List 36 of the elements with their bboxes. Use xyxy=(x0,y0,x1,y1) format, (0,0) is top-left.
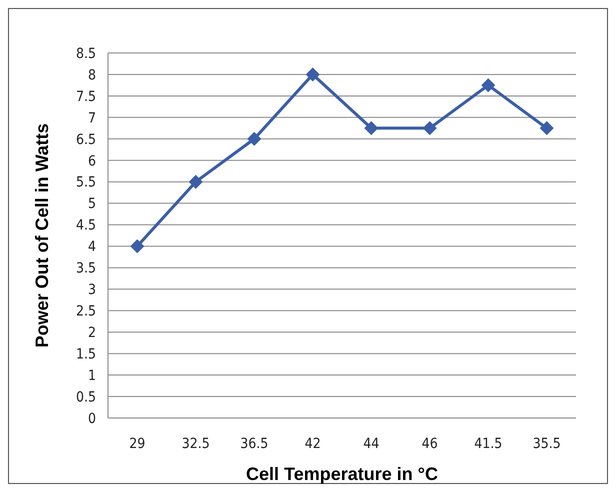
point xyxy=(130,239,144,254)
y-tick-label: 0 xyxy=(88,410,96,427)
y-tick-label: 2.5 xyxy=(76,304,96,320)
point xyxy=(481,78,496,92)
y-axis-title: Power Out of Cell in Watts xyxy=(32,123,52,348)
y-tick-label: 6.5 xyxy=(76,132,96,148)
y-tick-label: 7.5 xyxy=(76,88,96,105)
x-axis-title: Cell Temperature in °C xyxy=(246,464,438,484)
point xyxy=(247,132,262,146)
y-tick-label: 8.5 xyxy=(76,46,96,62)
x-tick-label: 41.5 xyxy=(474,436,502,452)
x-tick-label: 35.5 xyxy=(532,436,561,452)
y-tick-label: 0.5 xyxy=(76,389,96,406)
y-tick-label: 6 xyxy=(88,153,96,170)
x-tick-label: 42 xyxy=(304,436,321,452)
x-tick-label: 29 xyxy=(129,436,146,452)
y-tick-label: 7 xyxy=(88,110,96,126)
y-tick-label: 5 xyxy=(88,196,96,212)
y-tick-label: 1 xyxy=(88,368,96,384)
y-tick-label: 3.5 xyxy=(76,260,96,277)
point xyxy=(364,121,378,136)
x-tick-label: 46 xyxy=(422,436,438,452)
y-tick-label: 5.5 xyxy=(76,174,96,191)
point xyxy=(422,121,437,136)
y-tick-label: 2 xyxy=(88,325,96,342)
x-tick-label: 36.5 xyxy=(240,436,268,452)
y-tick-label: 4.5 xyxy=(76,218,96,234)
y-tick-label: 4 xyxy=(88,239,96,256)
point xyxy=(540,121,554,136)
point xyxy=(306,67,320,82)
y-tick-label: 1.5 xyxy=(76,346,96,362)
y-tick-label: 3 xyxy=(88,282,96,298)
x-tick-label: 44 xyxy=(363,436,380,452)
point xyxy=(188,174,203,189)
x-tick-label: 32.5 xyxy=(182,436,210,452)
y-tick-label: 8 xyxy=(88,67,96,84)
